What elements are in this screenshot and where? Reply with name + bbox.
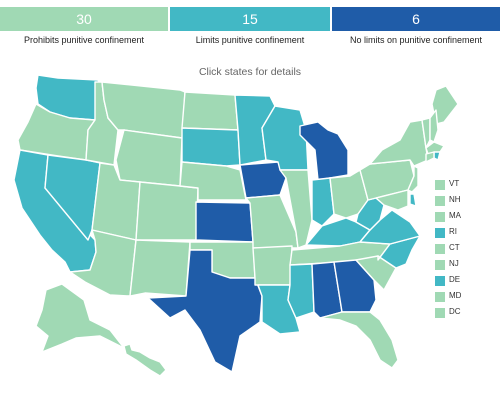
state-nj[interactable] <box>407 165 419 193</box>
legend-label: CT <box>449 243 460 252</box>
legend-swatch <box>435 260 445 270</box>
legend-swatch <box>435 228 445 238</box>
legend-label: RI <box>449 227 457 236</box>
state-mi[interactable] <box>299 121 349 181</box>
legend-label: DC <box>449 307 461 316</box>
state-il[interactable] <box>279 169 313 249</box>
legend-swatch <box>435 276 445 286</box>
state-nd[interactable] <box>181 91 239 131</box>
state-ny[interactable] <box>369 119 429 167</box>
state-wy[interactable] <box>115 129 183 187</box>
state-ne[interactable] <box>179 161 247 201</box>
legend-label: VT <box>449 179 460 188</box>
legend-label: NJ <box>449 259 459 268</box>
legend-label: DE <box>449 275 461 284</box>
legend-swatch <box>435 196 445 206</box>
state-hi[interactable] <box>123 343 167 377</box>
state-ri[interactable] <box>433 151 441 161</box>
legend-label: NH <box>449 195 461 204</box>
none-count: 6 <box>412 11 420 27</box>
state-ks[interactable] <box>195 201 254 243</box>
legend-label: MA <box>449 211 461 220</box>
state-ms[interactable] <box>287 263 315 319</box>
state-ar[interactable] <box>252 245 293 286</box>
state-in[interactable] <box>311 177 335 227</box>
state-ak[interactable] <box>35 283 125 353</box>
legend-label: MD <box>449 291 462 300</box>
prohibits-count: 30 <box>76 11 92 27</box>
legend-swatch <box>435 180 445 190</box>
legend-swatch <box>435 212 445 222</box>
state-co[interactable] <box>135 181 199 241</box>
summary-bar: 30 15 6 <box>0 7 500 31</box>
limits-count: 15 <box>242 11 258 27</box>
legend-swatch <box>435 308 445 318</box>
limits-label: Limits punitive confinement <box>195 35 305 45</box>
state-md[interactable] <box>375 189 409 211</box>
state-tx[interactable] <box>147 249 263 373</box>
state-me[interactable] <box>431 85 459 125</box>
state-ct[interactable] <box>425 151 435 163</box>
legend-swatch <box>435 292 445 302</box>
state-sc[interactable] <box>355 255 397 291</box>
state-ia[interactable] <box>239 161 287 199</box>
state-de[interactable] <box>409 193 417 207</box>
limits-count-segment[interactable]: 15 <box>170 7 330 31</box>
prohibits-count-segment[interactable]: 30 <box>0 7 168 31</box>
none-label: No limits on punitive confinement <box>349 35 483 45</box>
state-sd[interactable] <box>181 127 241 167</box>
click-hint: Click states for details <box>198 66 302 78</box>
state-fl[interactable] <box>319 311 399 369</box>
state-nh[interactable] <box>429 109 439 143</box>
legend-swatch <box>435 244 445 254</box>
prohibits-label: Prohibits punitive confinement <box>23 35 145 45</box>
none-count-segment[interactable]: 6 <box>332 7 500 31</box>
state-wi[interactable] <box>261 105 309 171</box>
state-nm[interactable] <box>129 239 191 297</box>
